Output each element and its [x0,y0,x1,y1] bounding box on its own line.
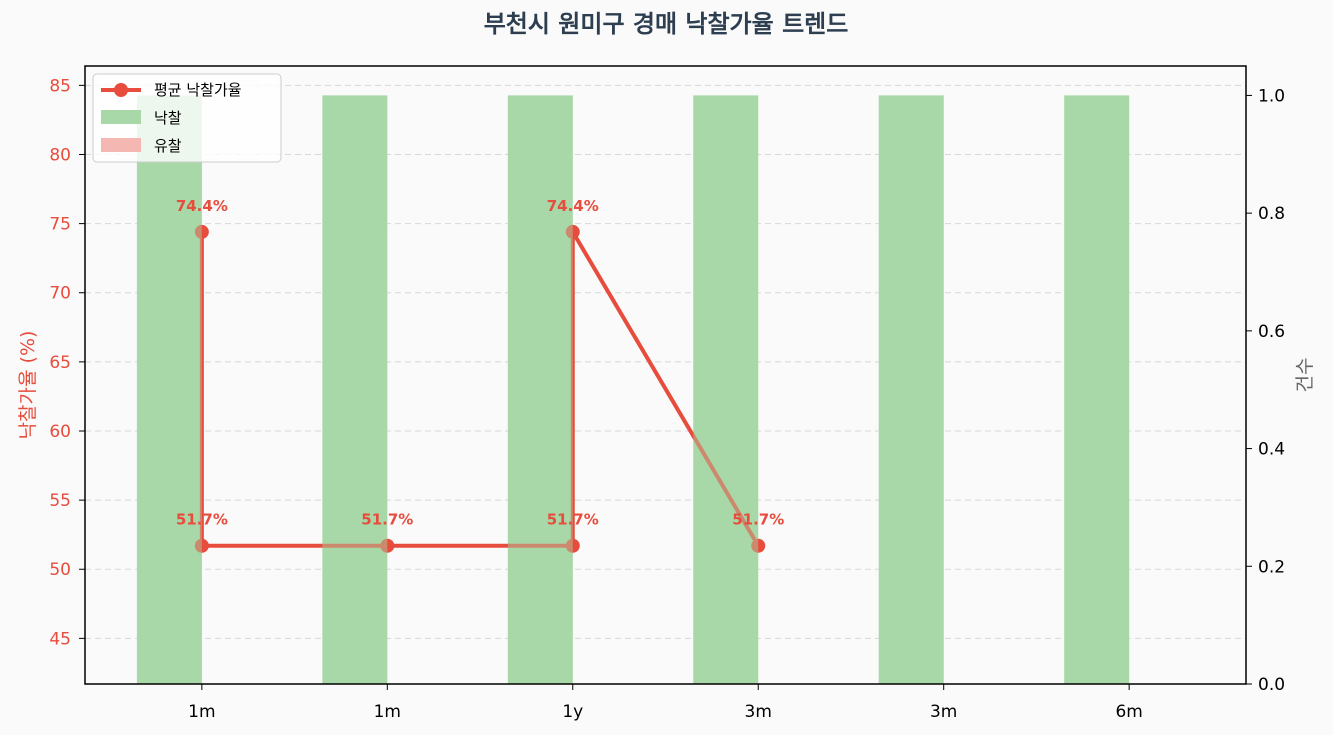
bar-nakchal [507,95,573,684]
line-point [194,224,209,239]
x-tick-label: 3m [930,702,957,722]
legend-item-line: 평균 낙찰가율 [154,81,242,99]
bar-overlay [1064,95,1130,684]
y-left-tick-label: 55 [49,491,71,511]
plot-area [85,66,1246,684]
y-left-axis-label: 낙찰가율 (%) [17,331,39,440]
y-left-tick-label: 65 [49,353,71,373]
line-point [380,538,395,553]
x-tick-label: 3m [745,702,772,722]
y-right-tick-label: 0.4 [1258,440,1285,460]
bar-nakchal [1064,95,1130,684]
data-label: 51.7% [732,511,784,529]
y-right-axis-label: 건수 [1294,358,1316,393]
line-series [136,95,1130,684]
y-right-tick-label: 0.0 [1258,675,1285,695]
bar-overlay [878,95,944,684]
y-left-tick-label: 85 [49,76,71,96]
line-point [565,224,580,239]
bar-overlay [507,95,573,684]
y-right-tick-label: 0.8 [1258,204,1285,224]
x-tick-label: 1y [562,702,583,722]
legend-item-yuchal: 유찰 [154,137,182,155]
bar-nakchal [693,95,759,684]
legend-bar-yuchal-swatch [101,138,141,152]
line-point [751,538,766,553]
y-right-tick-label: 0.6 [1258,322,1285,342]
legend-bar-nakchal-swatch [101,110,141,124]
bar-overlay [693,95,759,684]
line-point [194,538,209,553]
axes: 1m 1m 1y 3m 3m 6m 45 50 55 60 65 70 75 80 85 0.0 0.2 0.4 0… [17,65,1316,722]
y-left-tick-label: 70 [49,284,71,304]
y-left-tick-label: 60 [49,422,71,442]
bar-overlay [322,95,388,684]
legend-item-nakchal: 낙찰 [154,109,182,127]
plot-frame [84,65,1247,685]
bar-nakchal [878,95,944,684]
x-tick-label: 1m [188,702,215,722]
data-label: 74.4% [176,197,228,215]
y-left-tick-label: 75 [49,215,71,235]
bar-overlay [136,95,202,684]
y-left-tick-label: 80 [49,145,71,165]
data-labels: 74.4% 51.7% 51.7% 51.7% 74.4% 51.7% [176,197,784,529]
bar-nakchal [322,95,388,684]
data-label: 74.4% [547,197,599,215]
bars [136,95,1130,684]
y-left-tick-label: 45 [49,629,71,649]
y-right-tick-label: 1.0 [1258,86,1285,106]
data-label: 51.7% [176,511,228,529]
y-right-tick-label: 0.2 [1258,557,1285,577]
x-tick-label: 1m [374,702,401,722]
line-point [565,538,580,553]
data-label: 51.7% [547,511,599,529]
y-left-tick-label: 50 [49,560,71,580]
chart-title: 부천시 원미구 경매 낙찰가율 트렌드 [484,10,849,38]
line-path [199,229,760,548]
bar-nakchal [136,95,202,684]
data-label: 51.7% [361,511,413,529]
legend-marker-swatch [114,83,128,97]
x-tick-label: 6m [1115,702,1142,722]
